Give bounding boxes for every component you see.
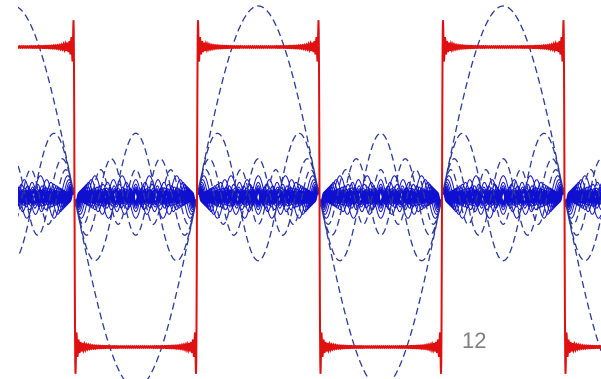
harmonic-dashed xyxy=(18,5,601,379)
harmonic-dashed xyxy=(18,158,601,236)
curves xyxy=(18,5,601,379)
page-number: 12 xyxy=(462,328,487,353)
harmonic xyxy=(18,185,601,209)
harmonic-dashed xyxy=(18,132,601,262)
harmonic-dashed xyxy=(18,169,601,225)
square-wave xyxy=(18,20,601,374)
harmonic xyxy=(18,179,601,215)
harmonic xyxy=(18,191,601,203)
